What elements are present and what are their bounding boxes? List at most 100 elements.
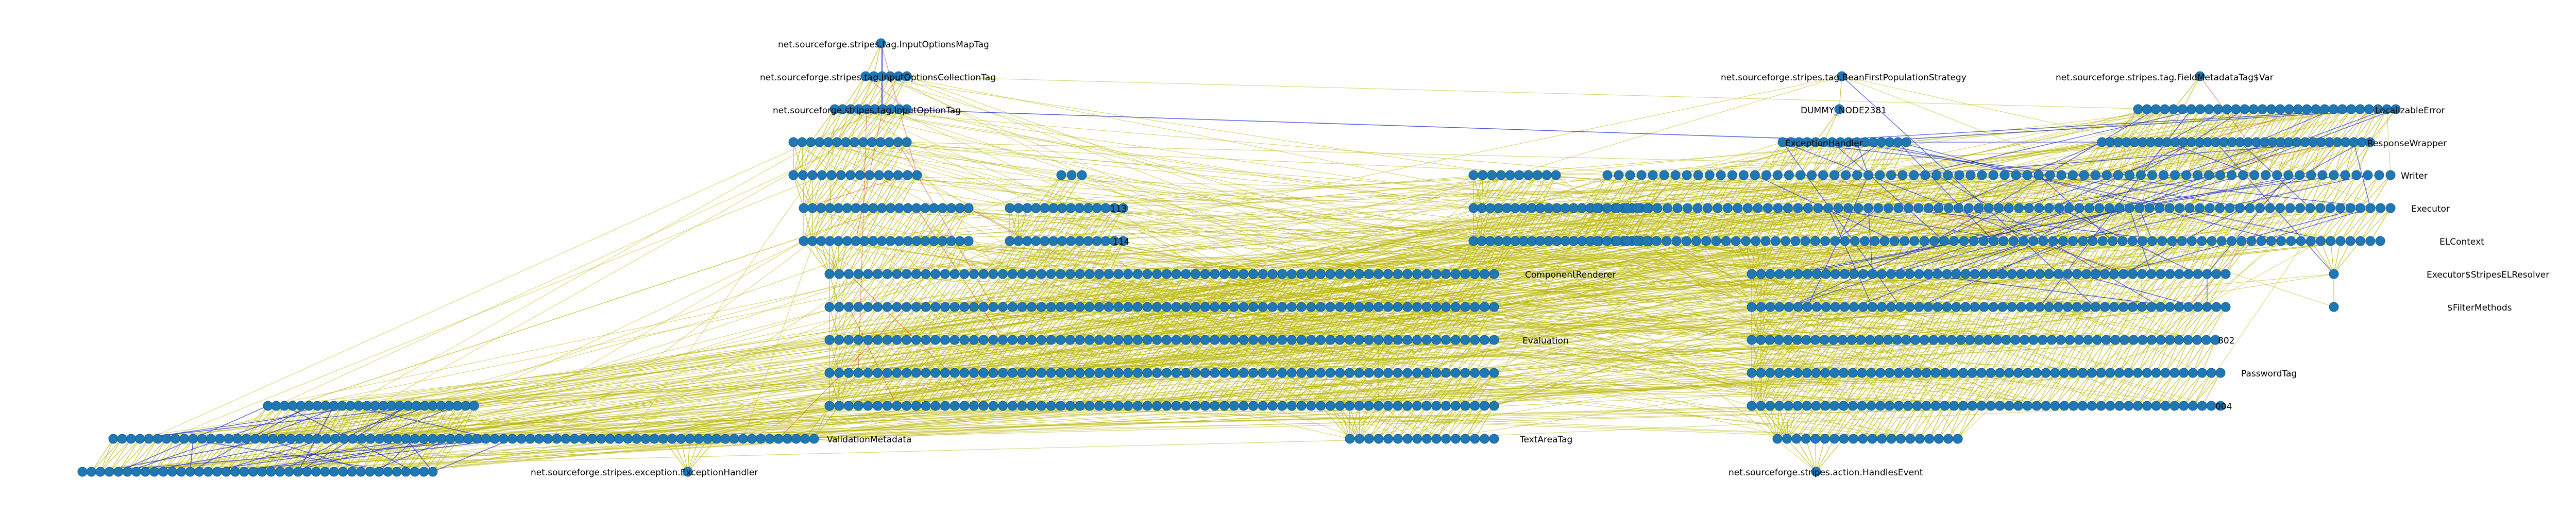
graph-node xyxy=(902,368,912,378)
graph-node xyxy=(1954,170,1964,180)
graph-node xyxy=(1374,335,1384,345)
graph-edge xyxy=(2045,372,2074,406)
graph-node xyxy=(1181,269,1191,279)
graph-edge xyxy=(865,76,907,110)
graph-node xyxy=(2155,203,2165,213)
graph-node xyxy=(1277,401,1287,411)
graph-edge xyxy=(2209,142,2330,176)
graph-node xyxy=(383,467,393,477)
graph-edge xyxy=(370,405,458,439)
graph-edge xyxy=(601,405,2138,439)
graph-node xyxy=(1857,401,1867,411)
graph-node xyxy=(892,269,902,279)
graph-node xyxy=(2136,170,2146,180)
graph-edge xyxy=(2320,208,2351,242)
graph-node xyxy=(1040,203,1050,213)
graph-node xyxy=(1923,203,1934,213)
graph-node xyxy=(1989,236,1999,246)
graph-node xyxy=(1267,269,1278,279)
graph-edge xyxy=(1436,372,1456,406)
graph-edge xyxy=(842,76,866,110)
graph-edge xyxy=(1751,241,1766,274)
graph-node xyxy=(853,302,863,312)
graph-node xyxy=(2065,335,2075,345)
graph-edge xyxy=(1494,273,1979,340)
graph-node xyxy=(232,434,243,444)
graph-node xyxy=(95,467,106,477)
graph-edge xyxy=(2146,339,2161,373)
graph-node xyxy=(998,401,1008,411)
graph-edge xyxy=(1417,175,1801,406)
graph-node xyxy=(2315,203,2326,213)
graph-edge xyxy=(812,241,1321,340)
graph-node xyxy=(1190,269,1200,279)
graph-node xyxy=(1833,203,1843,213)
graph-edge xyxy=(873,175,889,209)
graph-node xyxy=(2365,236,2376,246)
graph-node xyxy=(2038,236,2048,246)
graph-node xyxy=(1412,368,1422,378)
graph-node xyxy=(1335,302,1345,312)
graph-node xyxy=(337,401,347,411)
graph-node xyxy=(959,335,970,345)
graph-node xyxy=(826,170,837,180)
graph-edge xyxy=(1993,241,2024,274)
graph-node xyxy=(1219,302,1230,312)
graph-node xyxy=(1801,335,1811,345)
graph-node xyxy=(1123,302,1133,312)
graph-edge xyxy=(890,208,908,242)
graph-node xyxy=(1374,368,1384,378)
graph-node xyxy=(1765,302,1775,312)
graph-node xyxy=(988,269,998,279)
graph-node xyxy=(161,434,172,444)
graph-edge xyxy=(973,372,1003,406)
graph-node xyxy=(799,236,809,246)
graph-node xyxy=(1065,302,1075,312)
graph-edge xyxy=(235,438,513,472)
graph-node xyxy=(2132,368,2143,378)
graph-node xyxy=(1267,302,1278,312)
graph-edge xyxy=(2330,208,2351,242)
graph-edge xyxy=(829,241,831,274)
graph-edge xyxy=(878,142,899,176)
graph-node xyxy=(950,335,960,345)
graph-node xyxy=(1614,170,1624,180)
graph-node xyxy=(2205,203,2215,213)
graph-node xyxy=(1602,236,1612,246)
graph-edge xyxy=(1009,208,1019,242)
graph-node xyxy=(454,434,464,444)
graph-node xyxy=(1774,368,1785,378)
graph-edge xyxy=(415,405,993,439)
graph-edge xyxy=(350,405,495,439)
graph-edge xyxy=(1981,339,1998,373)
graph-node xyxy=(1874,335,1884,345)
graph-edge xyxy=(1618,142,2192,176)
graph-node xyxy=(2147,170,2157,180)
graph-node xyxy=(911,203,922,213)
graph-node xyxy=(1065,203,1076,213)
graph-node xyxy=(1783,335,1793,345)
graph-node xyxy=(1818,170,1828,180)
graph-edge xyxy=(1053,208,1080,242)
graph-edge xyxy=(1934,109,2156,242)
graph-edge xyxy=(907,208,935,242)
graph-edge xyxy=(1996,306,2022,340)
graph-node xyxy=(1161,335,1172,345)
graph-edge xyxy=(2270,208,2301,242)
graph-node xyxy=(1802,269,1812,279)
graph-edge xyxy=(1834,142,1849,176)
graph-edge xyxy=(1823,109,1840,143)
graph-node xyxy=(2238,170,2248,180)
graph-edge xyxy=(890,109,1244,274)
graph-edge xyxy=(862,109,883,143)
graph-edge xyxy=(1957,405,1973,439)
graph-node xyxy=(1092,236,1102,246)
graph-node xyxy=(1636,170,1647,180)
graph-edge xyxy=(1841,76,2096,307)
graph-node xyxy=(2187,236,2197,246)
graph-node xyxy=(230,467,240,477)
graph-node xyxy=(1489,434,1499,444)
graph-node xyxy=(1903,203,1913,213)
graph-node xyxy=(2022,401,2032,411)
graph-edge xyxy=(2192,372,2212,406)
